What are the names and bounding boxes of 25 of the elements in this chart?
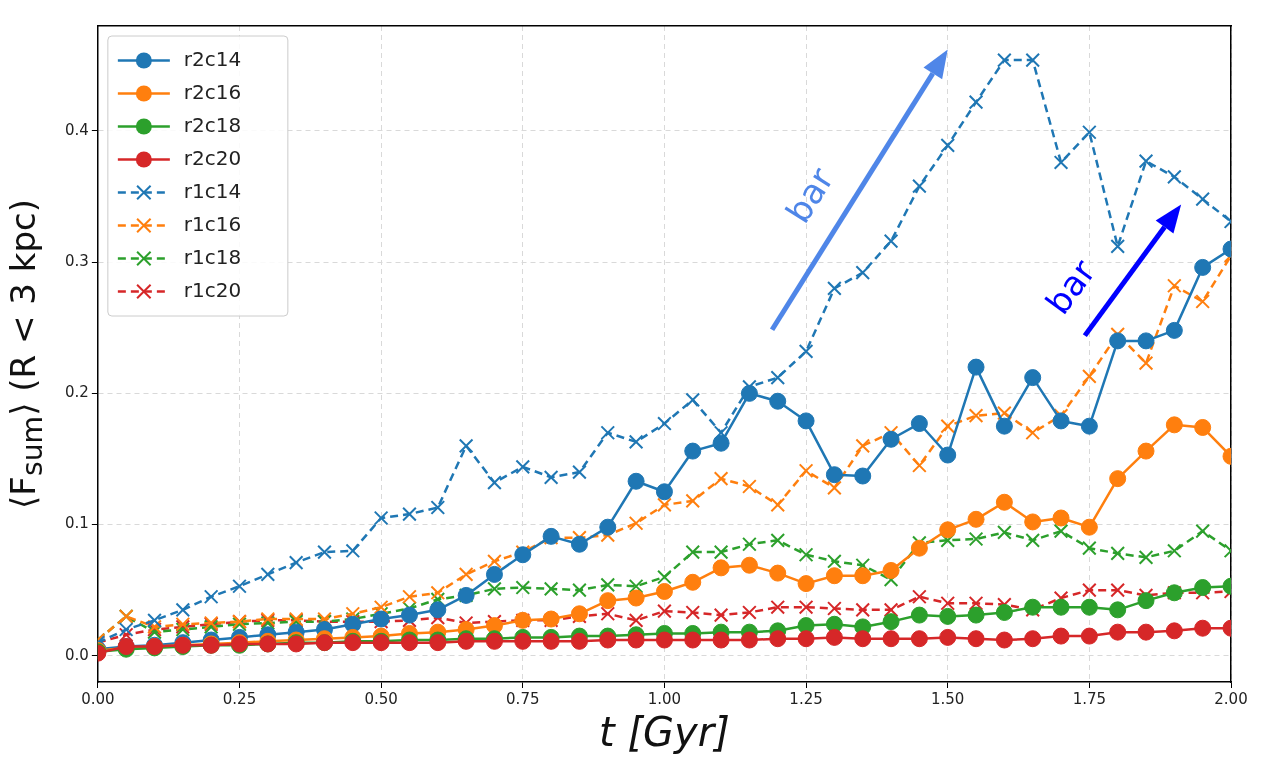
legend-label: r2c16 [183,79,242,104]
legend-label: r2c14 [183,46,242,71]
x-tick-label: 1.75 [1072,689,1107,708]
y-tick-label: 0.4 [65,120,89,139]
legend-label: r1c18 [183,244,242,269]
x-tick-label: 0.50 [364,689,398,708]
annotation: bar [1037,252,1104,322]
legend-label: r2c18 [183,112,242,137]
y-tick-label: 0.0 [65,645,89,664]
x-tick-label: 1.50 [931,689,965,708]
y-tick-label: 0.3 [65,252,89,271]
y-tick-label: 0.2 [65,383,89,402]
x-axis-title: t [Gyr] [599,709,730,756]
y-tick-label: 0.1 [65,514,89,533]
x-tick-label: 0.75 [506,689,540,708]
x-tick-label: 2.00 [1214,689,1248,708]
annotation: bar [777,160,842,230]
x-tick-label: 0.25 [222,689,257,708]
legend-label: r2c20 [183,145,242,170]
x-tick-label: 1.00 [647,689,682,708]
legend-label: r1c14 [183,178,242,203]
x-tick-label: 1.25 [789,689,823,708]
legend-label: r1c20 [183,277,242,302]
x-tick-label: 0.00 [81,689,115,708]
legend-label: r1c16 [183,211,242,236]
